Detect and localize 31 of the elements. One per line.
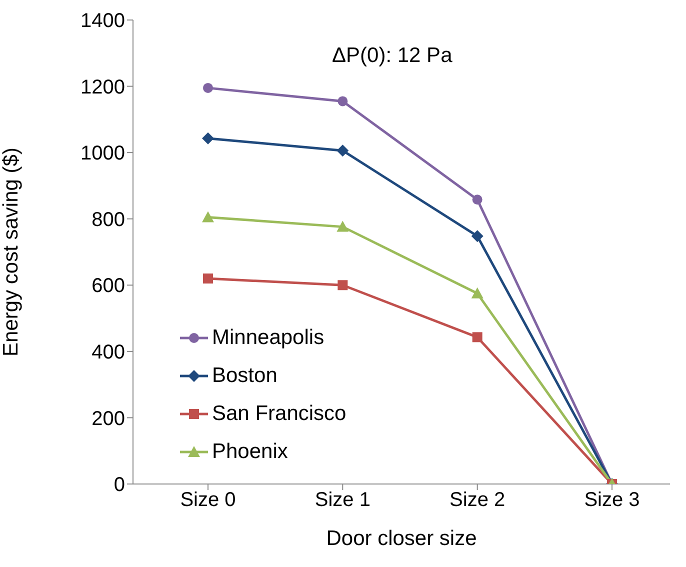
x-tick-label: Size 3 [584, 489, 640, 512]
point [472, 194, 482, 205]
point [471, 287, 484, 298]
x-tick-label: Size 2 [450, 489, 506, 512]
legend-label: San Francisco [212, 402, 346, 426]
legend-label: Phoenix [212, 440, 288, 464]
point [203, 82, 213, 93]
x-tick-label: Size 0 [180, 489, 236, 512]
y-tick-label: 1200 [80, 76, 125, 98]
legend-label: Minneapolis [212, 326, 324, 350]
x-axis-title: Door closer size [326, 527, 477, 550]
y-tick-label: 1400 [80, 10, 125, 32]
y-tick-label: 1000 [80, 142, 125, 165]
point [336, 220, 349, 232]
x-tick-label: Size 1 [314, 489, 370, 512]
point [336, 144, 349, 157]
y-tick-label: 0 [114, 474, 125, 496]
y-tick-label: 200 [92, 408, 125, 430]
point [338, 96, 348, 106]
y-tick-label: 400 [92, 342, 125, 364]
point [338, 280, 348, 290]
annotation: ΔP(0): 12 Pa [332, 44, 452, 68]
point [202, 132, 214, 144]
y-tick-label: 600 [92, 275, 125, 298]
y-axis-title: Energy cost saving ($) [0, 148, 22, 356]
legend-label: Boston [212, 364, 278, 388]
point [472, 332, 482, 342]
point [202, 211, 214, 222]
point [471, 230, 484, 242]
point [203, 274, 213, 284]
y-tick-label: 800 [92, 208, 125, 231]
